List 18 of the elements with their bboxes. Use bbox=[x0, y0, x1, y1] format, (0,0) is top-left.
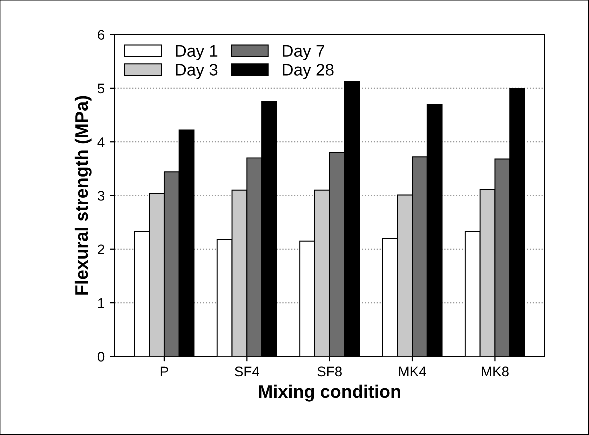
x-tick-label: MK4 bbox=[399, 366, 426, 376]
x-tick-label: MK8 bbox=[482, 366, 509, 377]
y-tick-label: 0 bbox=[98, 352, 105, 362]
y-tick-label: 6 bbox=[98, 30, 105, 40]
y-tick-label: 5 bbox=[98, 84, 105, 94]
legend-label: Day 3 bbox=[176, 64, 218, 80]
y-axis-title: Flexural strength (MPa) bbox=[74, 96, 92, 295]
x-tick-label: P bbox=[160, 366, 168, 376]
legend-label: Day 28 bbox=[283, 64, 334, 80]
y-tick-label: 1 bbox=[98, 298, 104, 308]
x-tick-label: SF4 bbox=[235, 366, 260, 377]
x-tick-label: SF8 bbox=[318, 366, 342, 377]
y-tick-label: 2 bbox=[98, 244, 104, 254]
y-tick-label: 4 bbox=[98, 138, 105, 148]
y-tick-label: 3 bbox=[98, 191, 105, 201]
legend-label: Day 1 bbox=[176, 45, 218, 60]
x-axis-title: Mixing condition bbox=[259, 384, 400, 402]
legend-label: Day 7 bbox=[283, 45, 324, 60]
